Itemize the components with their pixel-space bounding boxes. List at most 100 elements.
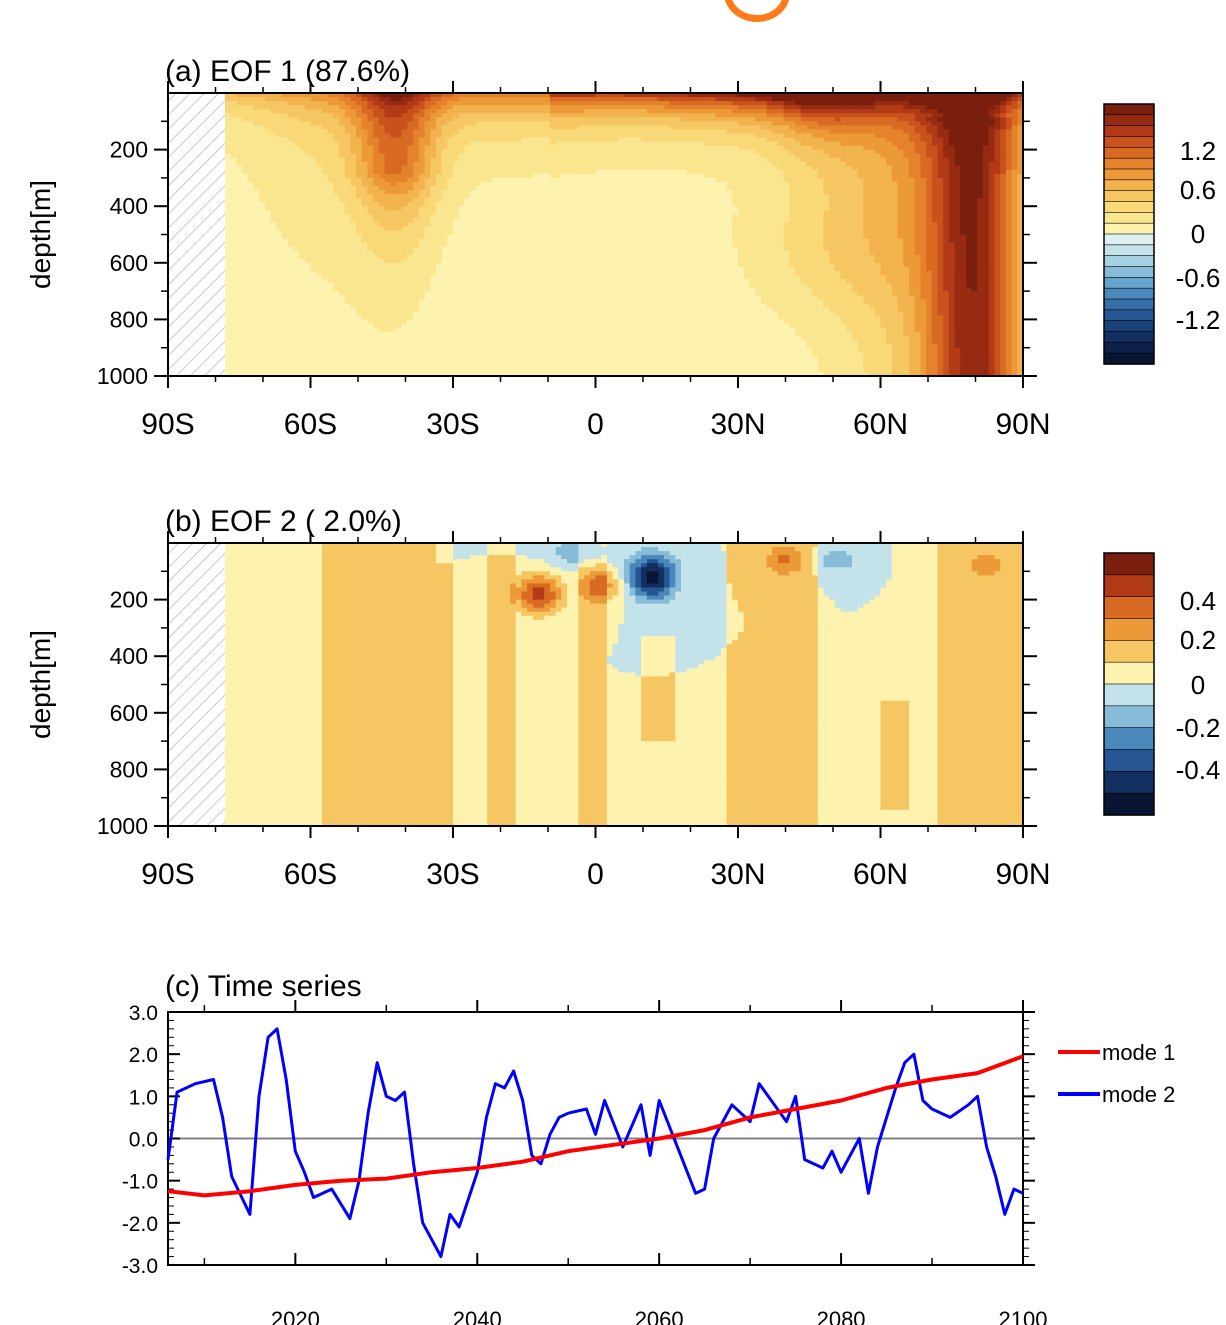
field-cell: [572, 343, 579, 349]
field-cell: [242, 97, 249, 102]
field-cell: [492, 287, 500, 292]
field-cell: [333, 145, 340, 151]
field-cell: [316, 258, 323, 264]
field-cell: [470, 145, 477, 151]
field-cell: [578, 238, 585, 244]
field-cell: [247, 303, 255, 308]
field-cell: [624, 258, 631, 264]
field-cell: [327, 181, 334, 187]
field-cell: [447, 230, 454, 236]
field-cell: [447, 319, 454, 325]
field-cell: [612, 149, 619, 155]
field-cell: [401, 190, 408, 195]
field-cell: [401, 206, 408, 211]
field-cell: [350, 323, 357, 329]
field-cell: [276, 363, 283, 369]
field-cell: [259, 323, 266, 329]
field-cell: [612, 319, 619, 325]
field-cell: [407, 129, 414, 135]
field-cell: [270, 210, 277, 215]
field-cell: [401, 113, 408, 118]
field-cell: [527, 202, 534, 207]
field-cell: [287, 185, 294, 191]
field-cell: [396, 210, 403, 215]
field-cell: [230, 343, 237, 349]
field-cell: [270, 153, 277, 159]
field-cell: [242, 101, 249, 106]
field-cell: [321, 303, 329, 308]
field-cell: [350, 347, 357, 353]
field-cell: [361, 113, 369, 118]
field-cell: [578, 133, 585, 139]
field-cell: [339, 278, 346, 284]
field-cell: [282, 125, 289, 130]
field-cell: [470, 323, 477, 329]
field-cell: [612, 109, 619, 114]
field-cell: [282, 339, 289, 345]
field-cell: [470, 157, 477, 163]
field-cell: [515, 101, 522, 106]
field-cell: [612, 165, 619, 171]
field-cell: [498, 234, 505, 240]
field-cell: [316, 194, 323, 199]
field-cell: [293, 117, 300, 122]
field-cell: [435, 246, 443, 252]
field-cell: [384, 319, 391, 325]
field-cell: [253, 319, 260, 325]
field-cell: [287, 153, 294, 159]
field-cell: [504, 335, 511, 341]
field-cell: [481, 270, 488, 276]
field-cell: [304, 169, 312, 175]
field-cell: [361, 238, 369, 244]
field-cell: [441, 153, 448, 159]
field-cell: [225, 165, 232, 171]
field-cell: [435, 315, 443, 320]
field-cell: [356, 169, 363, 175]
field-cell: [601, 177, 608, 183]
field-cell: [532, 258, 540, 264]
field-cell: [270, 347, 277, 353]
field-cell: [378, 121, 386, 126]
field-cell: [327, 234, 334, 240]
field-cell: [424, 145, 431, 151]
field-cell: [276, 129, 283, 135]
field-cell: [601, 109, 608, 114]
field-cell: [504, 222, 511, 228]
field-cell: [572, 270, 579, 276]
field-cell: [407, 331, 414, 337]
field-cell: [236, 270, 243, 276]
field-cell: [561, 331, 568, 337]
field-cell: [253, 185, 260, 191]
field-cell: [595, 315, 602, 320]
field-cell: [264, 145, 272, 151]
field-cell: [344, 206, 351, 211]
field-cell: [378, 206, 386, 211]
field-cell: [584, 133, 591, 139]
field-cell: [561, 121, 568, 126]
field-cell: [407, 93, 414, 98]
field-cell: [384, 270, 391, 276]
field-cell: [532, 202, 540, 207]
field-cell: [367, 254, 374, 260]
field-cell: [350, 274, 357, 280]
field-cell: [225, 278, 232, 284]
field-cell: [549, 190, 557, 195]
field-cell: [441, 291, 448, 296]
field-cell: [236, 198, 243, 203]
field-cell: [481, 214, 488, 219]
field-cell: [470, 185, 477, 191]
field-cell: [344, 105, 351, 110]
field-cell: [413, 149, 420, 155]
field-cell: [327, 291, 334, 296]
field-cell: [595, 190, 602, 195]
field-cell: [225, 145, 232, 151]
field-cell: [510, 371, 517, 377]
field-cell: [618, 137, 625, 143]
field-cell: [236, 105, 243, 110]
field-cell: [299, 359, 306, 365]
field-cell: [527, 347, 534, 353]
field-cell: [567, 270, 574, 276]
field-cell: [595, 117, 602, 122]
field-cell: [538, 133, 545, 139]
field-cell: [544, 97, 551, 102]
